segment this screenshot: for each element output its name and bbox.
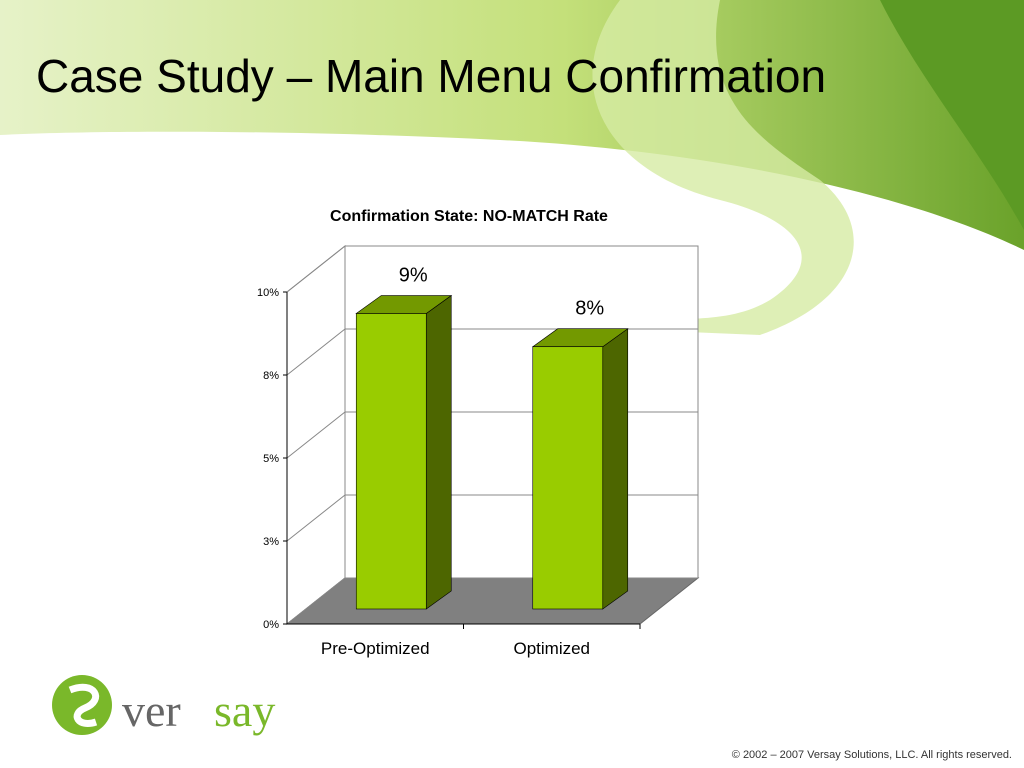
logo-say: say: [214, 685, 275, 736]
footer: © 2002 – 2007 Versay Solutions, LLC. All…: [732, 749, 1012, 761]
slide-title: Case Study – Main Menu Confirmation: [36, 50, 826, 102]
swoosh-dark: [880, 0, 1024, 230]
chart-title: Confirmation State: NO-MATCH Rate: [330, 208, 608, 225]
logo: ver say: [52, 675, 275, 736]
data-label: 8%: [575, 298, 604, 320]
swoosh-accent: [592, 0, 854, 335]
grid-line: [286, 245, 698, 293]
header-swoosh: [0, 0, 1024, 250]
y-tick-label: 10%: [257, 287, 279, 299]
bar: [355, 313, 427, 610]
data-label: 9%: [399, 265, 428, 287]
y-tick-label: 5%: [263, 453, 279, 465]
y-tick-label: 8%: [263, 370, 279, 382]
logo-ver: ver: [122, 685, 181, 736]
y-tick-label: 0%: [263, 619, 279, 631]
bar-side: [602, 328, 629, 610]
x-tick-label: Pre-Optimized: [321, 639, 430, 658]
bar: [532, 346, 604, 610]
y-tick-label: 3%: [263, 536, 279, 548]
x-tick-label: Optimized: [513, 639, 590, 658]
logo-swirl: [68, 683, 100, 727]
bar-side: [425, 294, 452, 610]
floor: [285, 577, 700, 625]
chart: 0% 3% 5% 8% 10% Pre-Optimized 9% Optimized 8%: [257, 244, 700, 658]
